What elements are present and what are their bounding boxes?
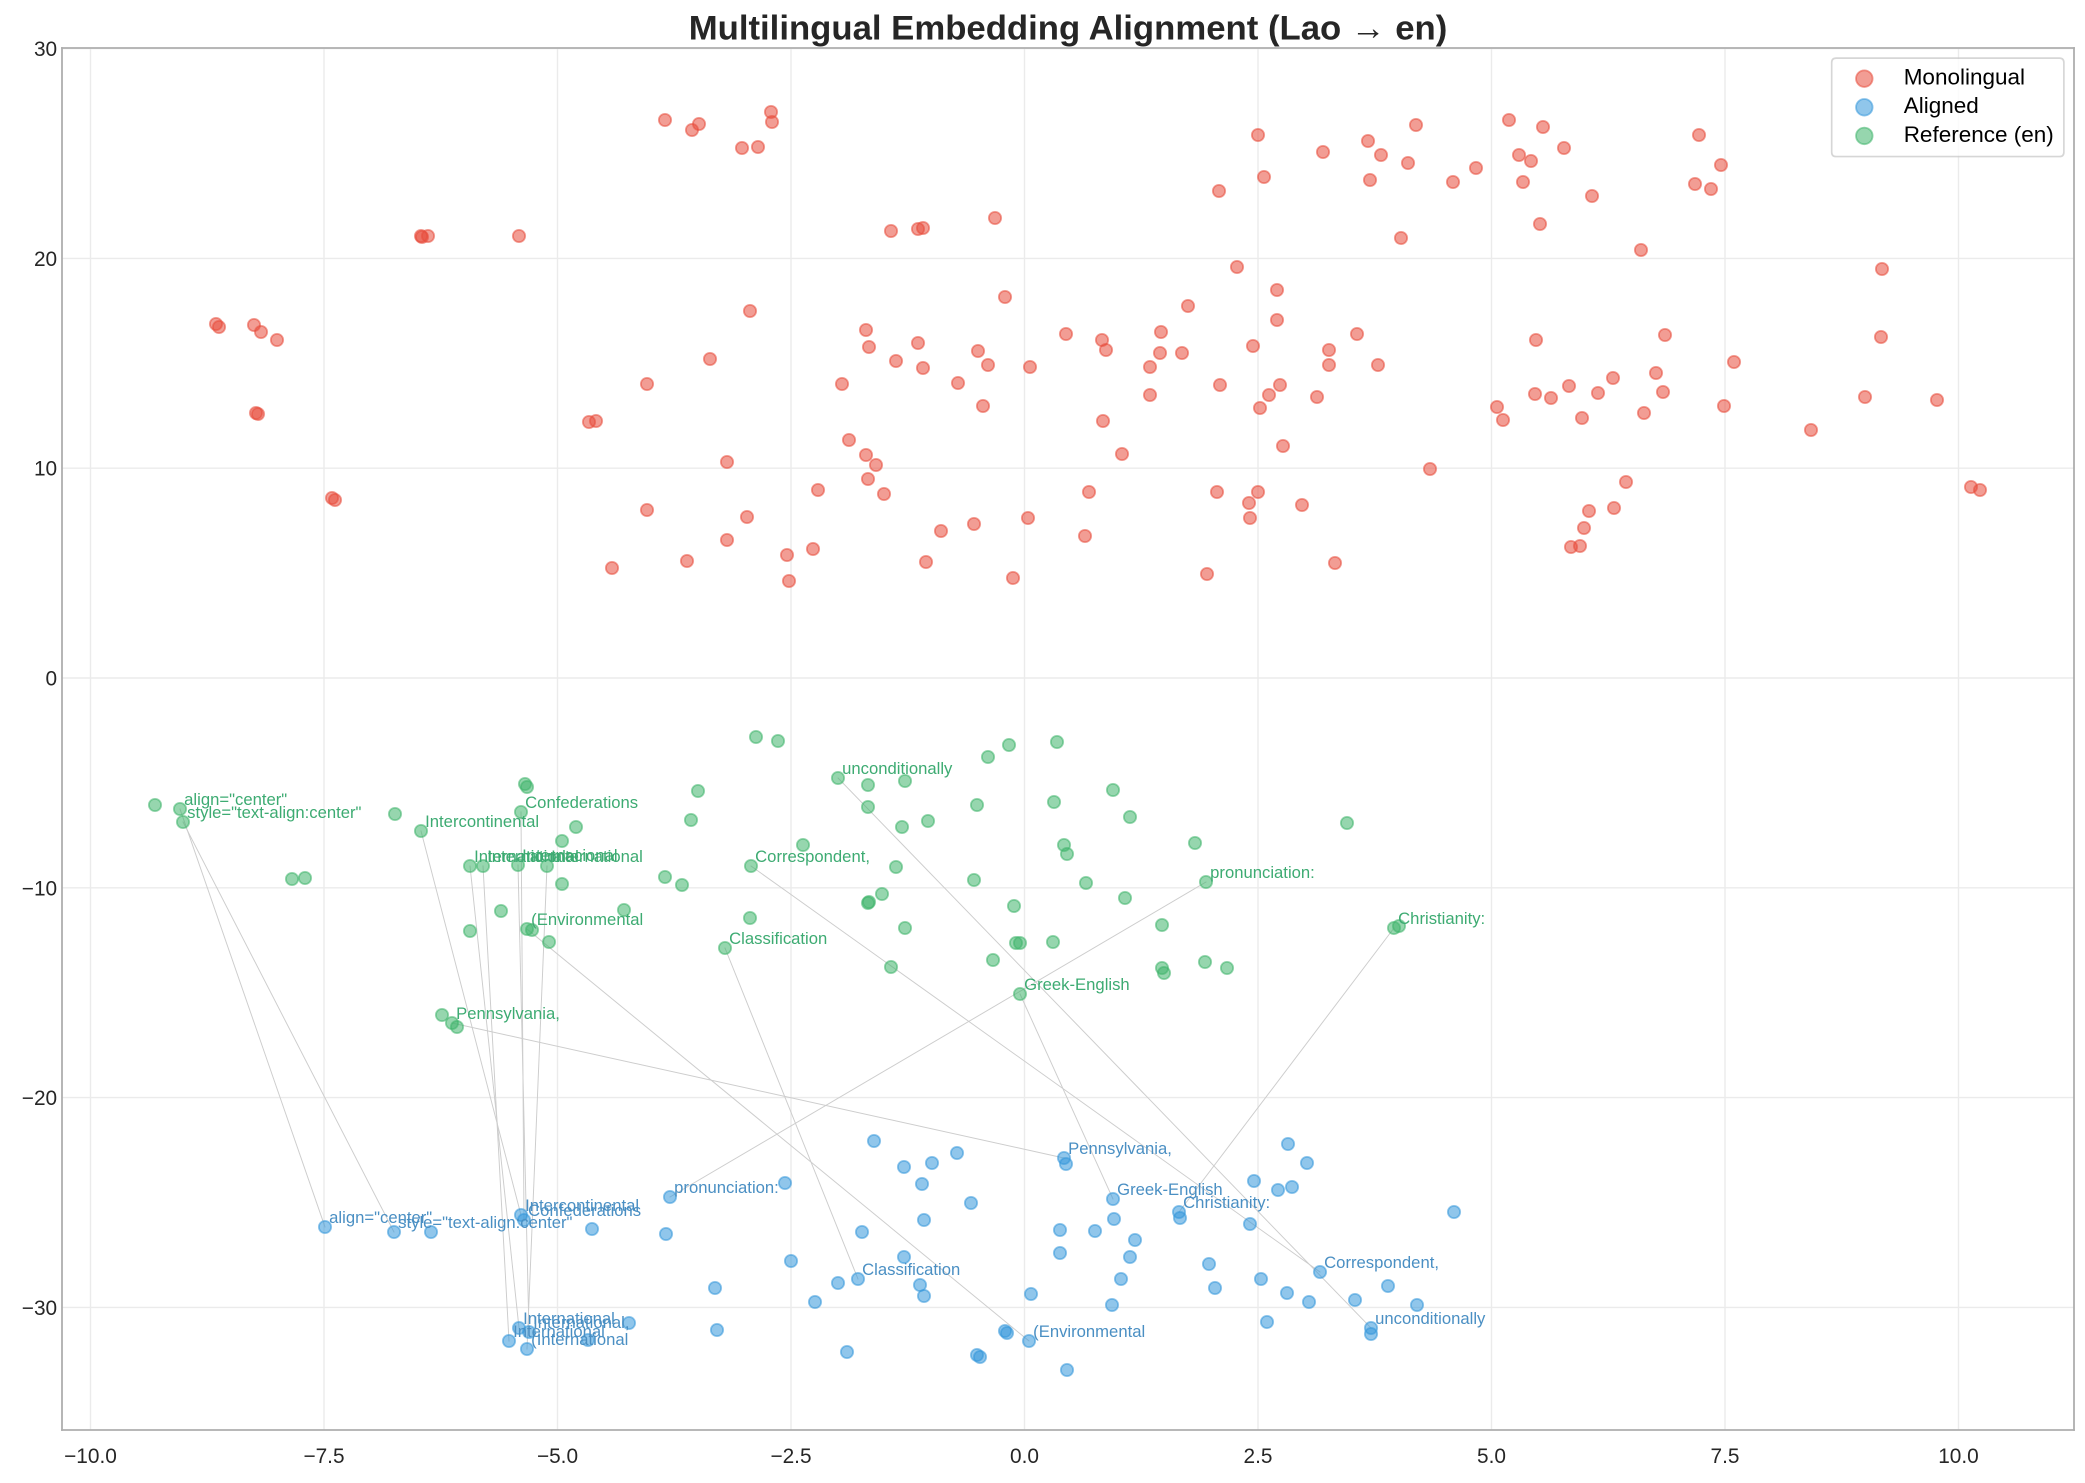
svg-text:pronunciation:: pronunciation: <box>674 1178 779 1197</box>
svg-text:Greek-English: Greek-English <box>1117 1180 1223 1199</box>
svg-text:−20: −20 <box>22 1087 57 1110</box>
svg-text:2.5: 2.5 <box>1244 1445 1273 1468</box>
svg-text:Classification: Classification <box>729 929 827 948</box>
svg-text:−7.5: −7.5 <box>303 1445 344 1468</box>
svg-text:(Environmental: (Environmental <box>531 910 643 929</box>
svg-text:Pennsylvania,: Pennsylvania, <box>1068 1139 1172 1158</box>
svg-text:30: 30 <box>34 38 57 61</box>
svg-text:Pennsylvania,: Pennsylvania, <box>456 1004 560 1023</box>
svg-text:align="center": align="center" <box>329 1208 432 1227</box>
svg-text:−5.0: −5.0 <box>537 1445 578 1468</box>
svg-text:International: International <box>513 1322 605 1341</box>
svg-text:Classification: Classification <box>862 1260 960 1279</box>
svg-text:Multilingual Embedding Alignme: Multilingual Embedding Alignment (Lao → … <box>689 10 1448 48</box>
svg-text:0.0: 0.0 <box>1010 1445 1039 1468</box>
svg-text:Christianity:: Christianity: <box>1183 1193 1270 1212</box>
svg-text:Reference (en): Reference (en) <box>1904 122 2054 147</box>
svg-text:−10.0: −10.0 <box>64 1445 117 1468</box>
svg-text:pronunciation:: pronunciation: <box>1210 863 1315 882</box>
svg-text:style="text-align:center": style="text-align:center" <box>398 1213 572 1232</box>
svg-text:Monolingual: Monolingual <box>1904 65 2025 90</box>
svg-text:Intercontinental: Intercontinental <box>425 812 539 831</box>
svg-text:International: International <box>523 1309 615 1328</box>
svg-text:10.0: 10.0 <box>1938 1445 1979 1468</box>
svg-text:Greek-English: Greek-English <box>1024 975 1130 994</box>
svg-text:0: 0 <box>46 668 58 691</box>
svg-text:International: International <box>474 847 566 866</box>
svg-text:−2.5: −2.5 <box>770 1445 811 1468</box>
svg-text:Intercontinental: Intercontinental <box>525 1196 639 1215</box>
svg-text:10: 10 <box>34 458 57 481</box>
svg-text:Confederations: Confederations <box>525 793 638 812</box>
svg-text:5.0: 5.0 <box>1477 1445 1506 1468</box>
svg-text:Aligned: Aligned <box>1904 93 1979 118</box>
svg-text:−30: −30 <box>22 1297 57 1320</box>
svg-text:style="text-align:center": style="text-align:center" <box>187 803 361 822</box>
svg-text:unconditionally: unconditionally <box>842 759 953 778</box>
svg-text:(Environmental: (Environmental <box>1033 1322 1145 1341</box>
svg-text:(International: (International <box>531 1330 628 1349</box>
svg-text:7.5: 7.5 <box>1711 1445 1740 1468</box>
svg-text:Confederations: Confederations <box>528 1201 641 1220</box>
svg-text:Correspondent,: Correspondent, <box>1324 1253 1439 1272</box>
svg-text:unconditionally: unconditionally <box>1375 1309 1486 1328</box>
svg-text:Internacional: Internacional <box>522 846 617 865</box>
svg-text:align="center": align="center" <box>184 790 287 809</box>
svg-text:Christianity:: Christianity: <box>1398 909 1485 928</box>
svg-text:−10: −10 <box>22 877 57 900</box>
svg-text:20: 20 <box>34 248 57 271</box>
svg-text:Correspondent,: Correspondent, <box>755 847 870 866</box>
svg-text:International: International <box>487 847 579 866</box>
svg-text:International,: International, <box>533 1313 629 1332</box>
svg-text:International: International <box>551 847 643 866</box>
